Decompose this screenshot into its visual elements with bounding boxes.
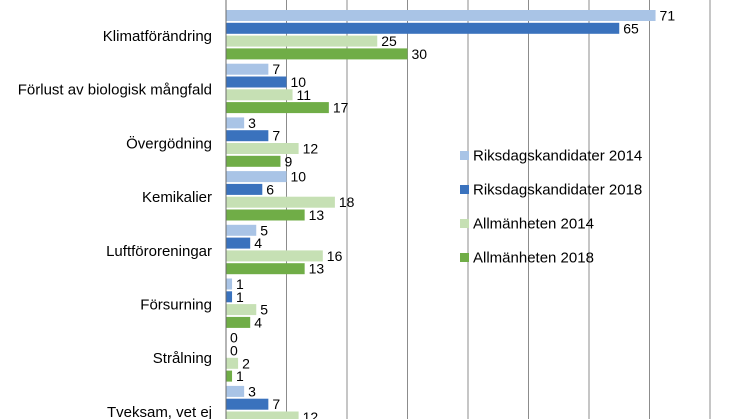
bar xyxy=(226,35,378,47)
bar xyxy=(226,130,269,142)
data-label: 30 xyxy=(412,46,428,62)
bar xyxy=(226,385,245,397)
bar xyxy=(226,398,269,410)
data-label: 65 xyxy=(623,20,639,36)
data-label: 18 xyxy=(339,194,355,210)
data-label: 13 xyxy=(309,261,325,277)
category-label: Klimatförändring xyxy=(103,28,212,45)
bar xyxy=(226,143,299,154)
data-label: 0 xyxy=(230,330,238,346)
bar xyxy=(226,22,620,34)
bar xyxy=(226,209,305,221)
data-label: 11 xyxy=(297,87,312,103)
category-labels: Klimatförändring Förlust av biologisk mån… xyxy=(18,28,212,419)
category-label: Förlust av biologisk mångfald xyxy=(18,82,212,99)
bar xyxy=(226,102,329,114)
bar xyxy=(226,263,305,275)
bar xyxy=(226,48,408,60)
data-label: 3 xyxy=(248,115,256,131)
category-label: Tveksam, vet ej xyxy=(107,404,212,419)
data-label: 12 xyxy=(303,409,319,419)
data-label: 10 xyxy=(291,74,307,90)
legend-label: Allmänheten 2014 xyxy=(473,216,594,233)
category-label: Försurning xyxy=(140,297,212,314)
data-label: 4 xyxy=(254,314,262,330)
data-label: 6 xyxy=(266,181,274,197)
legend-swatch xyxy=(460,253,469,262)
data-label: 0 xyxy=(230,343,238,359)
data-label: 1 xyxy=(236,289,244,305)
bar xyxy=(226,76,287,88)
bar xyxy=(226,117,245,129)
bar xyxy=(226,237,251,249)
bar xyxy=(226,291,233,303)
bar xyxy=(226,89,293,101)
data-label: 5 xyxy=(260,302,268,318)
bar xyxy=(226,370,233,382)
data-label: 9 xyxy=(284,153,292,169)
data-label: 3 xyxy=(248,383,256,399)
bar xyxy=(226,250,323,262)
legend-label: Riksdagskandidater 2014 xyxy=(473,148,642,165)
bar xyxy=(226,224,257,236)
bar xyxy=(226,278,233,290)
bar xyxy=(226,411,299,419)
bar xyxy=(226,357,239,369)
category-label: Strålning xyxy=(153,350,212,367)
bar xyxy=(226,155,281,167)
data-label: 1 xyxy=(236,368,244,384)
data-label: 7 xyxy=(272,61,280,77)
data-label: 2 xyxy=(242,355,250,371)
legend-swatch xyxy=(460,151,469,160)
bars xyxy=(226,10,656,419)
category-label: Övergödning xyxy=(126,134,212,152)
bar xyxy=(226,171,287,183)
gridlines xyxy=(286,0,711,419)
data-label: 17 xyxy=(333,100,349,116)
data-label: 12 xyxy=(303,141,319,157)
data-labels: 7165253071011173712910618135416131154002… xyxy=(230,8,675,419)
legend-swatch xyxy=(460,219,469,228)
bar xyxy=(226,63,269,75)
data-label: 13 xyxy=(309,207,325,223)
bar xyxy=(226,10,656,21)
legend-label: Riksdagskandidater 2018 xyxy=(473,182,642,199)
category-label: Luftföroreningar xyxy=(106,243,212,260)
data-label: 71 xyxy=(660,8,676,24)
data-label: 5 xyxy=(260,222,268,238)
data-label: 7 xyxy=(272,396,280,412)
bar xyxy=(226,196,335,208)
category-label: Kemikalier xyxy=(142,189,212,206)
data-label: 16 xyxy=(327,248,343,264)
legend-swatch xyxy=(460,185,469,194)
bar xyxy=(226,183,263,195)
data-label: 25 xyxy=(381,33,397,49)
data-label: 7 xyxy=(272,128,280,144)
data-label: 4 xyxy=(254,235,262,251)
data-label: 1 xyxy=(236,276,244,292)
bar xyxy=(226,316,251,328)
bar xyxy=(226,304,257,316)
legend-label: Allmänheten 2018 xyxy=(473,250,594,267)
data-label: 10 xyxy=(291,169,307,185)
legend: Riksdagskandidater 2014 Riksdagskandidate… xyxy=(460,148,642,267)
